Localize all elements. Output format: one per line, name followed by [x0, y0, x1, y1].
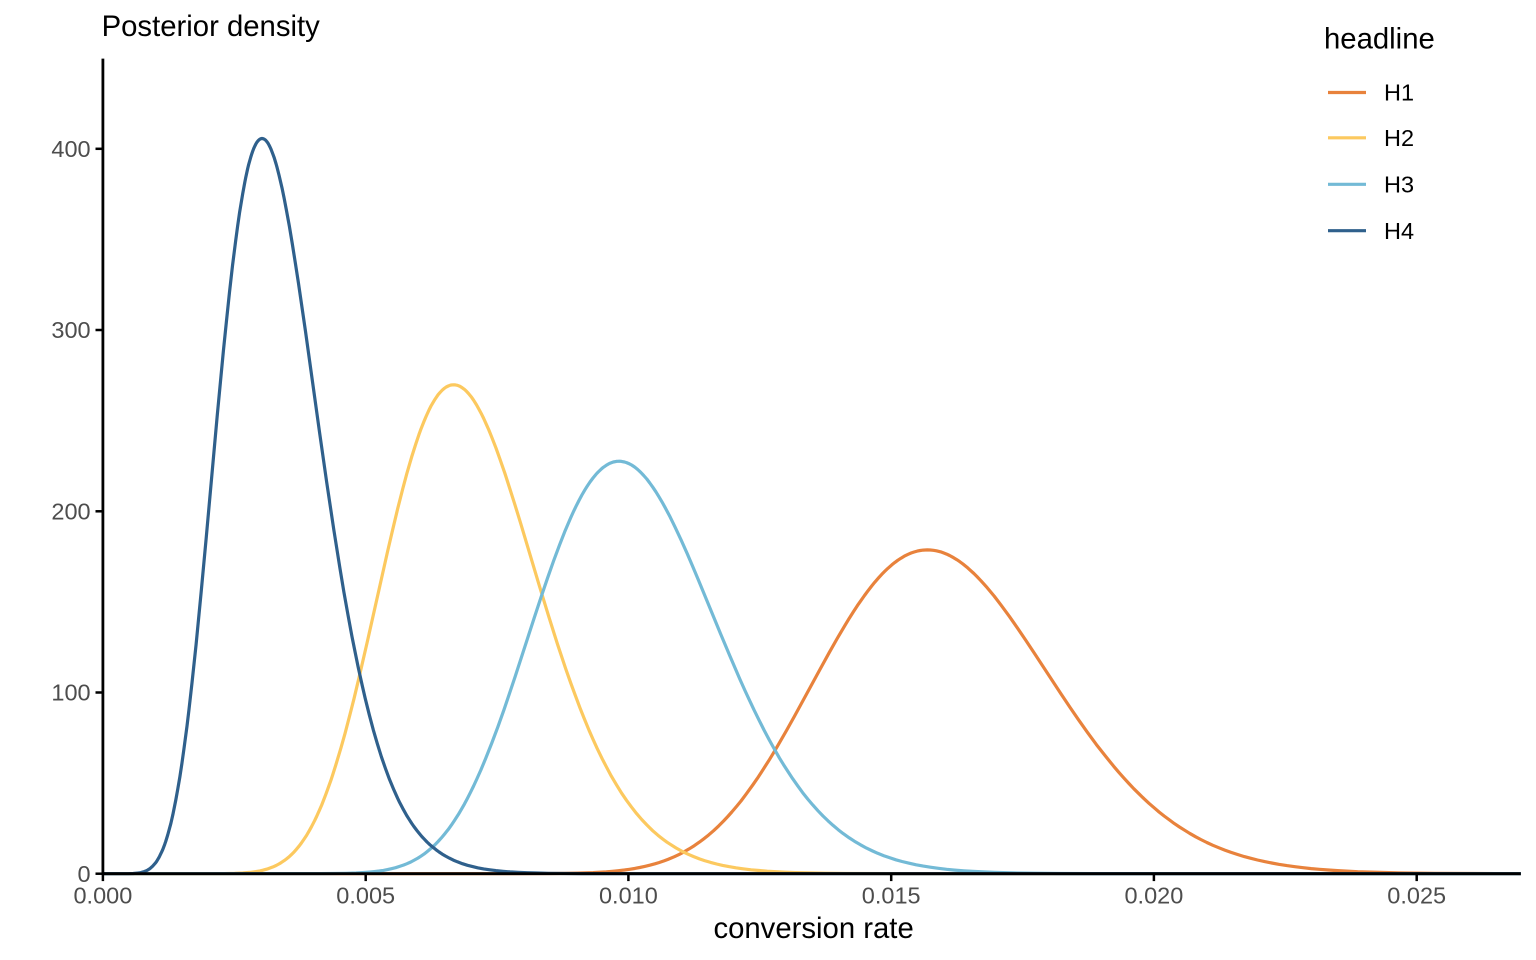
svg-text:0.015: 0.015: [862, 883, 921, 909]
svg-text:0.020: 0.020: [1124, 883, 1183, 909]
svg-text:H2: H2: [1384, 125, 1414, 151]
svg-text:0.005: 0.005: [336, 883, 395, 909]
svg-text:0.010: 0.010: [599, 883, 658, 909]
svg-text:300: 300: [51, 317, 90, 343]
svg-text:H3: H3: [1384, 172, 1414, 198]
svg-text:H4: H4: [1384, 218, 1414, 244]
svg-text:H1: H1: [1384, 80, 1414, 106]
svg-text:headline: headline: [1324, 23, 1435, 56]
svg-text:0.000: 0.000: [73, 883, 132, 909]
svg-text:conversion rate: conversion rate: [713, 912, 913, 945]
svg-text:100: 100: [51, 680, 90, 706]
svg-text:400: 400: [51, 136, 90, 162]
svg-text:Posterior density: Posterior density: [102, 10, 321, 43]
svg-text:0.025: 0.025: [1387, 883, 1446, 909]
svg-text:200: 200: [51, 499, 90, 525]
svg-text:0: 0: [78, 861, 91, 887]
